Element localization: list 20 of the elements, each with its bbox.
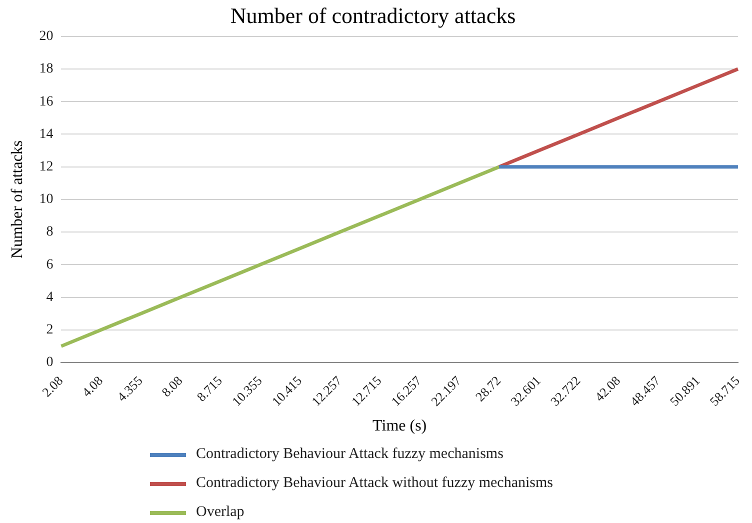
y-axis-title: Number of attacks <box>8 140 26 259</box>
y-tick-label: 20 <box>39 29 54 44</box>
y-tick-label: 14 <box>39 126 54 142</box>
legend-label: Contradictory Behaviour Attack fuzzy mechanisms <box>196 446 504 463</box>
x-tick-label: 8.08 <box>158 372 186 400</box>
y-tick-label: 8 <box>46 224 54 240</box>
y-tick-label: 0 <box>46 355 54 370</box>
y-tick-label: 18 <box>39 62 54 77</box>
chart-title: Number of contradictory attacks <box>230 2 516 28</box>
legend-label: Contradictory Behaviour Attack without fuzzy mechanisms <box>196 475 553 492</box>
legend-label: Overlap <box>196 504 244 521</box>
y-tick-label: 16 <box>39 94 54 110</box>
y-tick-label: 2 <box>46 322 54 338</box>
y-tick-label: 12 <box>39 160 54 175</box>
y-tick-label: 6 <box>46 257 54 272</box>
y-tick-label: 4 <box>46 290 54 305</box>
x-tick-label: 4.08 <box>78 372 106 400</box>
x-tick-label: 2.08 <box>39 372 66 400</box>
y-tick-label: 10 <box>39 192 54 208</box>
x-axis-title: Time (s) <box>372 418 427 435</box>
